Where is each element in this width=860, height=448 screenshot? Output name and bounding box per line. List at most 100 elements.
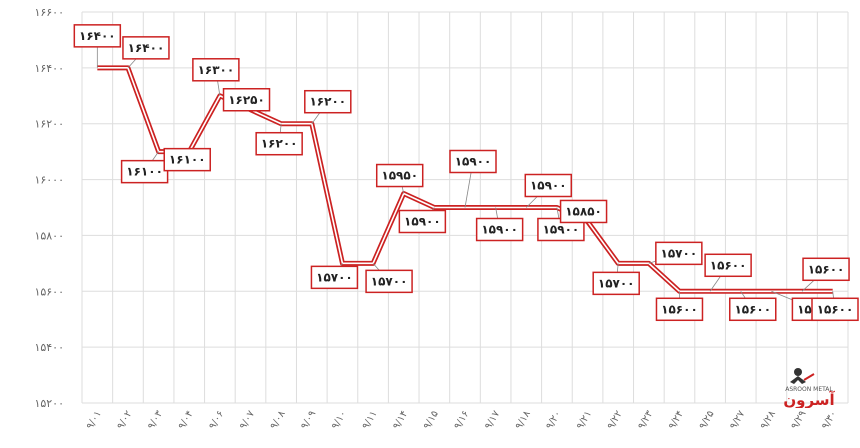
- data-label-18: ۱۵۷۰۰: [648, 241, 703, 266]
- x-tick-label-10: ۹/۱۴: [391, 409, 410, 431]
- data-label-17: ۱۵۷۰۰: [592, 263, 640, 296]
- x-tick-label-21: ۹/۲۷: [728, 408, 748, 431]
- data-label-text-19: ۱۵۶۰۰: [661, 302, 698, 316]
- data-label-box-21: [729, 297, 777, 322]
- y-tick-label-5: ۱۶۲۰۰: [34, 118, 64, 131]
- y-tick-label-1: ۱۵۴۰۰: [34, 341, 64, 354]
- data-label-text-1: ۱۶۴۰۰: [128, 41, 165, 55]
- data-label-box-20: [704, 253, 752, 278]
- data-label-6: ۱۶۲۰۰: [255, 123, 303, 156]
- y-tick-label-6: ۱۶۴۰۰: [34, 62, 64, 75]
- data-label-19: ۱۵۶۰۰: [655, 291, 704, 322]
- data-label-box-17: [592, 271, 640, 296]
- x-tick-label-22: ۹/۲۸: [759, 408, 779, 431]
- data-label-text-13: ۱۵۹۰۰: [481, 223, 518, 237]
- x-tick-label-23: ۹/۲۹: [789, 409, 808, 431]
- data-label-box-24: [811, 297, 859, 322]
- data-label-box-10: [375, 163, 424, 188]
- data-label-24: ۱۵۶۰۰: [811, 291, 859, 322]
- data-label-text-7: ۱۶۲۰۰: [309, 95, 346, 109]
- data-label-text-12: ۱۵۹۰۰: [455, 155, 492, 169]
- data-label-box-4: [192, 58, 240, 82]
- x-tick-label-0: ۹/۰۱: [85, 409, 104, 431]
- x-tick-label-3: ۹/۰۴: [177, 409, 196, 431]
- data-label-box-13: [475, 217, 524, 242]
- data-label-text-5: ۱۶۲۵۰: [228, 93, 265, 107]
- y-axis: ۱۵۲۰۰ ۱۵۴۰۰ ۱۵۶۰۰ ۱۵۸۰۰ ۱۶۰۰۰ ۱۶۲۰۰ ۱۶۴۰۰ ۱۶۶۰۰: [34, 6, 64, 410]
- data-label-20: ۱۵۶۰۰: [704, 253, 752, 292]
- x-tick-label-4: ۹/۰۶: [207, 409, 226, 431]
- y-tick-label-0: ۱۵۲۰۰: [34, 397, 64, 410]
- data-label-text-9: ۱۵۷۰۰: [371, 274, 408, 288]
- data-label-23: ۱۵۶۰۰: [801, 257, 850, 292]
- y-tick-label-4: ۱۶۰۰۰: [34, 174, 64, 187]
- data-labels: ۱۶۴۰۰ ۱۶۴۰۰ ۱۶۱۰۰ ۱۶۱۰۰ ۱۶۳۰۰ ۱۶۲۵۰ ۱۶۲۰۰ ۱۶۲۰۰…: [73, 24, 859, 322]
- y-tick-label-7: ۱۶۶۰۰: [34, 6, 64, 19]
- data-label-box-23: [802, 257, 850, 282]
- data-label-1: ۱۶۴۰۰: [122, 36, 170, 69]
- data-label-14: ۱۵۹۰۰: [524, 173, 573, 208]
- data-label-10: ۱۵۹۵۰: [375, 163, 424, 194]
- data-label-16: ۱۵۸۵۰: [559, 199, 608, 224]
- x-tick-label-17: ۹/۲۲: [606, 409, 625, 431]
- data-label-text-18: ۱۵۷۰۰: [661, 246, 698, 260]
- x-tick-label-5: ۹/۰۷: [238, 408, 258, 431]
- data-label-box-9: [365, 269, 413, 294]
- data-label-text-6: ۱۶۲۰۰: [261, 137, 298, 151]
- logo-subtext: ASROON METAL: [785, 386, 833, 393]
- data-label-11: ۱۵۹۰۰: [398, 207, 447, 234]
- data-label-5: ۱۶۲۵۰: [222, 88, 271, 112]
- data-label-box-16: [559, 199, 608, 224]
- data-label-0: ۱۶۴۰۰: [73, 24, 122, 68]
- data-label-text-14: ۱۵۹۰۰: [530, 179, 567, 193]
- data-label-text-2: ۱۶۱۰۰: [126, 165, 163, 179]
- data-label-text-15: ۱۵۹۰۰: [543, 223, 580, 237]
- x-tick-label-20: ۹/۲۵: [697, 409, 716, 431]
- data-label-9: ۱۵۷۰۰: [365, 263, 413, 294]
- data-label-21: ۱۵۶۰۰: [729, 291, 777, 322]
- data-label-box-6: [255, 131, 303, 156]
- data-label-text-24: ۱۵۶۰۰: [817, 302, 854, 316]
- y-tick-label-3: ۱۵۸۰۰: [34, 229, 64, 242]
- x-tick-label-7: ۹/۰۹: [299, 409, 318, 431]
- y-tick-label-2: ۱۵۶۰۰: [34, 285, 64, 298]
- data-label-box-11: [398, 209, 447, 234]
- x-tick-label-2: ۹/۰۳: [146, 408, 166, 431]
- data-label-text-0: ۱۶۴۰۰: [79, 29, 116, 43]
- data-label-text-8: ۱۵۷۰۰: [316, 270, 353, 284]
- data-label-box-8: [310, 265, 359, 290]
- x-tick-label-12: ۹/۱۶: [452, 409, 471, 431]
- data-label-13: ۱۵۹۰۰: [475, 207, 524, 242]
- x-tick-label-15: ۹/۲۰: [544, 409, 563, 431]
- data-label-7: ۱۶۲۰۰: [304, 89, 352, 124]
- data-label-2: ۱۶۱۰۰: [120, 151, 169, 184]
- x-tick-label-14: ۹/۱۸: [514, 408, 534, 431]
- data-label-box-7: [304, 89, 352, 114]
- data-label-box-2: [120, 159, 169, 184]
- data-label-box-14: [524, 173, 573, 198]
- data-label-8: ۱۵۷۰۰: [310, 263, 359, 290]
- data-label-text-23: ۱۵۶۰۰: [808, 262, 845, 276]
- data-label-text-21: ۱۵۶۰۰: [734, 302, 771, 316]
- data-label-text-4: ۱۶۳۰۰: [198, 63, 235, 77]
- data-label-box-3: [163, 147, 211, 172]
- brand-logo: ASROON METAL آسرون: [774, 364, 844, 409]
- data-label-4: ۱۶۳۰۰: [192, 58, 240, 96]
- x-tick-label-8: ۹/۱۰: [330, 409, 349, 431]
- data-label-box-5: [222, 88, 271, 112]
- data-label-box-0: [73, 24, 122, 48]
- data-label-box-18: [655, 241, 703, 266]
- data-label-text-16: ۱۵۸۵۰: [565, 204, 602, 218]
- logo-text: آسرون: [783, 391, 835, 408]
- x-tick-label-16: ۹/۲۱: [575, 409, 594, 431]
- x-tick-label-1: ۹/۰۲: [115, 409, 134, 431]
- data-label-12: ۱۵۹۰۰: [449, 149, 497, 208]
- x-axis: ۹/۰۱ ۹/۰۲ ۹/۰۳ ۹/۰۴ ۹/۰۶ ۹/۰۷ ۹/۰۸ ۹/۰۹ ۹/۱۰ ۹/۱۱…: [85, 408, 840, 431]
- data-label-text-10: ۱۵۹۵۰: [381, 169, 418, 183]
- x-tick-label-19: ۹/۲۴: [667, 409, 686, 431]
- x-tick-label-11: ۹/۱۵: [422, 409, 441, 431]
- x-tick-label-13: ۹/۱۷: [483, 408, 503, 431]
- x-tick-label-9: ۹/۱۱: [360, 409, 379, 431]
- data-label-box-19: [655, 297, 704, 322]
